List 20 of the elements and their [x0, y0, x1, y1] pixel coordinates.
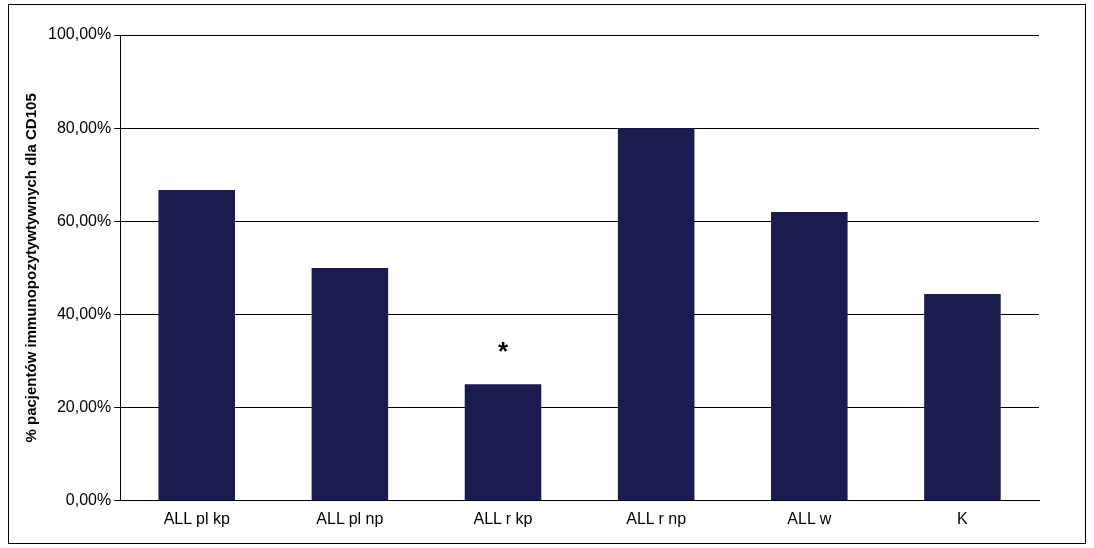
x-tick-label: ALL r kp — [473, 509, 533, 527]
x-tick-label: ALL pl np — [316, 509, 384, 527]
x-tick-label: ALL w — [787, 509, 832, 527]
bar — [924, 293, 1001, 501]
x-tick-label: ALL r np — [626, 509, 687, 527]
x-tick-label: ALL pl kp — [163, 509, 230, 527]
bar — [311, 267, 389, 501]
annotation: * — [497, 335, 509, 366]
y-tick-label: 100,00% — [47, 25, 112, 43]
y-tick-label: 0,00% — [65, 491, 112, 509]
bar — [464, 384, 542, 501]
y-tick-label: 40,00% — [56, 304, 112, 322]
bar — [617, 128, 695, 501]
bar — [771, 212, 848, 501]
y-tick-label: 60,00% — [56, 211, 112, 229]
y-axis-title: % pacjentów immunopozytywtywnych dla CD105 — [22, 93, 40, 443]
bar — [158, 190, 236, 501]
y-tick-label: 80,00% — [56, 118, 112, 136]
y-tick-label: 20,00% — [56, 398, 112, 416]
x-tick-label: K — [957, 509, 969, 527]
